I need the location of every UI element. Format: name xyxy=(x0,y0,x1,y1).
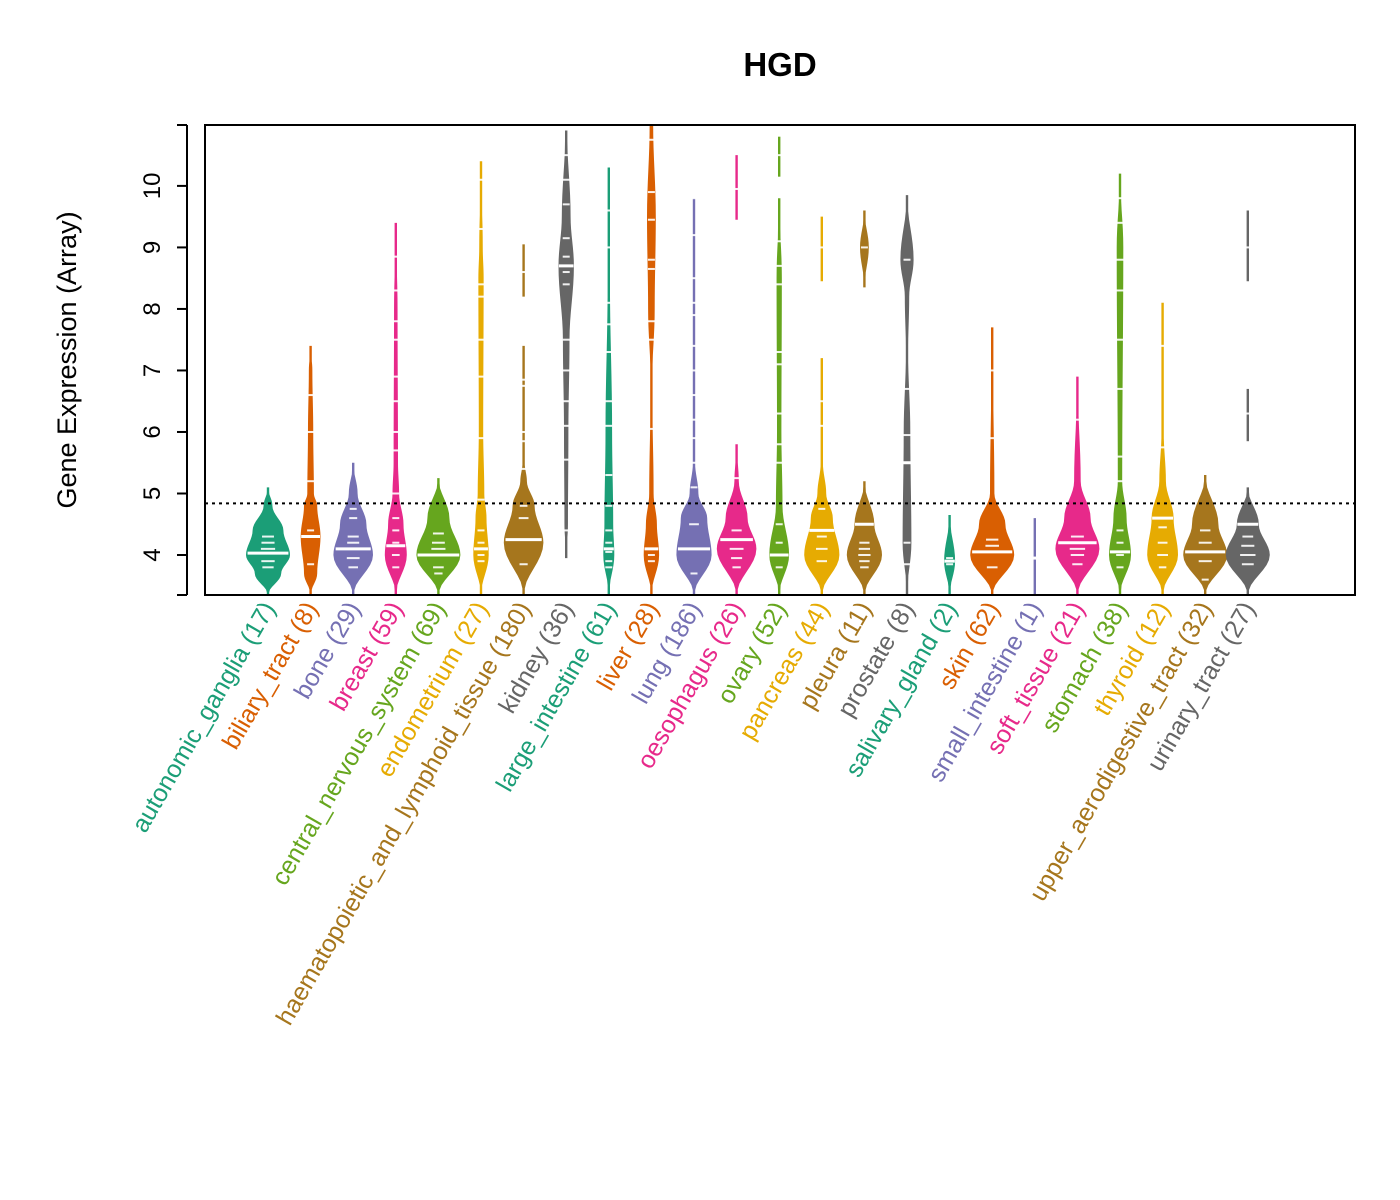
violin-body xyxy=(1246,210,1249,282)
violin-body xyxy=(769,198,790,596)
violin-body xyxy=(804,358,840,595)
violin-body xyxy=(676,198,712,596)
violin-soft_tissue xyxy=(1055,376,1100,595)
y-tick-label: 6 xyxy=(139,425,166,438)
violin-upper_aerodigestive_tract xyxy=(1183,475,1228,595)
violin-bone xyxy=(333,462,373,595)
y-axis-label: Gene Expression (Array) xyxy=(52,211,82,508)
violin-body xyxy=(900,195,914,595)
violin-ovary xyxy=(769,136,790,596)
violin-oesophagus xyxy=(716,155,757,595)
violin-body xyxy=(1246,388,1249,442)
plot-frame xyxy=(204,124,1356,596)
violin-body xyxy=(1033,518,1036,595)
violin-pancreas xyxy=(804,216,840,595)
chart-title: HGD xyxy=(743,46,816,83)
y-tick-label: 8 xyxy=(139,302,166,315)
x-axis-labels: autonomic_ganglia (17)biliary_tract (8)b… xyxy=(126,597,1261,1030)
violin-central_nervous_system xyxy=(416,478,461,595)
violin-body xyxy=(716,444,757,595)
violin-body xyxy=(944,515,956,595)
violin-small_intestine xyxy=(1030,518,1039,595)
violin-prostate xyxy=(900,195,914,595)
violin-kidney xyxy=(558,130,574,559)
violin-body xyxy=(503,345,544,595)
violin-endometrium xyxy=(473,161,489,595)
violin-body xyxy=(846,481,882,595)
violin-body xyxy=(522,244,525,297)
violin-stomach xyxy=(1109,173,1131,595)
violin-haematopoietic_and_lymphoid_tissue xyxy=(503,244,544,595)
violin-body xyxy=(300,345,321,595)
violin-body xyxy=(473,161,489,595)
y-tick-label: 5 xyxy=(139,487,166,500)
violin-body xyxy=(333,462,373,595)
violin-body xyxy=(416,478,461,595)
y-tick-label: 9 xyxy=(139,241,166,254)
violin-body xyxy=(778,136,781,177)
violin-body xyxy=(860,210,869,288)
y-tick-label: 4 xyxy=(139,548,166,561)
violin-urinary_tract xyxy=(1225,210,1270,595)
y-tick-label: 7 xyxy=(139,364,166,377)
violin-body xyxy=(970,327,1015,595)
violin-body xyxy=(1183,475,1228,595)
violins-layer xyxy=(246,124,1270,596)
violin-skin xyxy=(970,327,1015,595)
violin-body xyxy=(820,216,823,282)
violin-lung xyxy=(676,197,712,596)
violin-breast xyxy=(384,222,407,595)
violin-pleura xyxy=(846,210,882,595)
violin-biliary_tract xyxy=(300,345,321,595)
violin-body xyxy=(384,222,407,595)
violin-body xyxy=(735,155,738,220)
violin-body xyxy=(1147,302,1178,595)
y-tick-label: 10 xyxy=(139,173,166,200)
violin-large_intestine xyxy=(603,167,615,596)
violin-autonomic_ganglia xyxy=(246,487,290,595)
violin-body xyxy=(558,130,574,559)
violin-body xyxy=(603,167,615,596)
violin-liver xyxy=(643,124,660,595)
y-axis: 4 5 6 7 8 9 10 xyxy=(139,124,188,596)
violin-body xyxy=(246,487,290,595)
violin-body xyxy=(643,124,660,595)
violin-body xyxy=(1055,376,1100,595)
violin-body xyxy=(1109,173,1131,595)
violin-body xyxy=(1225,487,1270,595)
violin-salivary_gland xyxy=(944,515,956,595)
violin-thyroid xyxy=(1147,302,1178,595)
